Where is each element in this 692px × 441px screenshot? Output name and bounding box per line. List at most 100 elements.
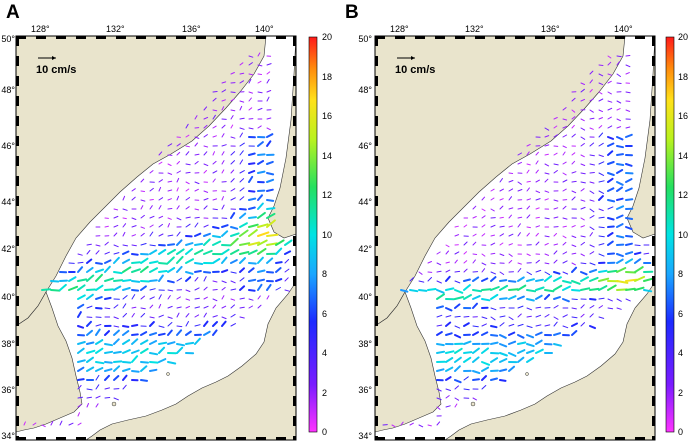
current-arrow bbox=[571, 322, 578, 327]
current-arrow bbox=[221, 169, 225, 174]
current-arrow bbox=[77, 253, 83, 256]
current-arrow bbox=[490, 197, 495, 201]
current-arrow bbox=[625, 242, 633, 246]
current-arrow bbox=[607, 61, 612, 66]
current-arrow bbox=[230, 232, 240, 237]
current-arrow bbox=[436, 421, 441, 426]
panel-a-label: A bbox=[6, 2, 20, 23]
current-arrow bbox=[167, 208, 173, 210]
current-arrow bbox=[580, 143, 585, 147]
current-arrow bbox=[257, 141, 264, 147]
current-arrow bbox=[634, 275, 646, 282]
current-arrow bbox=[499, 368, 508, 372]
current-arrow bbox=[490, 252, 496, 255]
current-arrow bbox=[436, 350, 446, 354]
current-arrow bbox=[239, 196, 245, 201]
current-arrow bbox=[113, 397, 119, 401]
current-arrow bbox=[230, 280, 236, 284]
current-arrow bbox=[212, 151, 215, 156]
current-arrow bbox=[230, 115, 234, 120]
current-arrow bbox=[131, 253, 139, 256]
current-arrow bbox=[643, 277, 654, 282]
current-arrow bbox=[607, 232, 614, 237]
current-arrow bbox=[535, 179, 540, 183]
colorbar-tick-2: 2 bbox=[678, 388, 683, 398]
current-arrow bbox=[535, 269, 542, 273]
current-arrow bbox=[580, 136, 586, 140]
current-arrow bbox=[257, 194, 263, 201]
current-arrow bbox=[221, 248, 230, 255]
current-arrow bbox=[266, 212, 276, 219]
current-arrow bbox=[598, 316, 605, 319]
current-arrow bbox=[517, 232, 521, 237]
current-arrow bbox=[517, 341, 527, 345]
current-arrow bbox=[140, 365, 148, 372]
panel-b-colorbar: 20 18 16 14 12 10 8 6 4 2 0 bbox=[665, 32, 688, 437]
current-arrow bbox=[490, 208, 495, 212]
current-arrow bbox=[472, 356, 480, 363]
current-arrow bbox=[149, 332, 158, 336]
current-arrow bbox=[149, 361, 159, 364]
colorbar-gradient bbox=[308, 36, 318, 433]
panel-a-colorbar: 20 18 16 14 12 10 8 6 4 2 0 bbox=[308, 32, 332, 437]
current-arrow bbox=[239, 257, 246, 264]
lat-tick-48: 48° bbox=[1, 85, 15, 95]
current-arrow bbox=[167, 280, 175, 284]
current-arrow bbox=[562, 179, 568, 183]
colorbar-tick-18: 18 bbox=[678, 72, 688, 82]
current-arrow bbox=[149, 279, 158, 282]
current-arrow bbox=[544, 172, 550, 175]
current-arrow bbox=[517, 295, 525, 300]
current-arrow bbox=[526, 334, 535, 339]
current-arrow bbox=[526, 180, 531, 183]
current-arrow bbox=[526, 205, 531, 210]
current-arrow bbox=[113, 271, 123, 275]
current-arrow bbox=[508, 340, 517, 345]
current-arrow bbox=[131, 217, 137, 220]
current-arrow bbox=[589, 117, 595, 120]
current-arrow bbox=[616, 197, 624, 201]
current-arrow bbox=[544, 217, 550, 220]
current-arrow bbox=[571, 190, 577, 194]
panel-b: 10 cm/s bbox=[374, 35, 656, 441]
current-arrow bbox=[535, 160, 539, 165]
current-arrow bbox=[176, 312, 180, 318]
current-arrow bbox=[598, 297, 605, 300]
current-arrow bbox=[266, 207, 276, 210]
current-arrow bbox=[266, 127, 271, 131]
current-arrow bbox=[625, 109, 631, 112]
current-arrow bbox=[122, 374, 128, 381]
current-arrow bbox=[176, 277, 182, 282]
current-arrow bbox=[185, 145, 190, 148]
current-arrow bbox=[68, 422, 74, 426]
lat-tick-38: 38° bbox=[1, 339, 15, 349]
current-arrow bbox=[454, 251, 460, 255]
colorbar-tick-4: 4 bbox=[678, 348, 683, 358]
current-arrow bbox=[131, 333, 139, 336]
current-arrow bbox=[643, 289, 653, 293]
current-arrow bbox=[625, 298, 631, 302]
current-arrow bbox=[266, 242, 278, 246]
current-arrow bbox=[571, 289, 581, 292]
current-arrow bbox=[248, 216, 257, 219]
current-arrow bbox=[580, 118, 585, 122]
colorbar-tick-0: 0 bbox=[678, 427, 683, 437]
current-arrow bbox=[409, 422, 414, 426]
current-arrow bbox=[508, 172, 514, 174]
current-arrow bbox=[553, 284, 563, 291]
colorbar-tick-12: 12 bbox=[678, 190, 688, 200]
colorbar-tick-10: 10 bbox=[678, 230, 688, 240]
current-arrow bbox=[266, 271, 274, 274]
current-arrow bbox=[221, 320, 227, 327]
current-arrow bbox=[562, 241, 567, 246]
current-arrow bbox=[571, 316, 578, 319]
current-arrow bbox=[131, 338, 139, 345]
current-arrow bbox=[589, 142, 595, 147]
current-arrow bbox=[167, 243, 176, 246]
current-arrow bbox=[544, 289, 555, 293]
current-arrow bbox=[68, 285, 79, 291]
current-arrow bbox=[553, 271, 561, 275]
lat-tick-34: 34° bbox=[358, 431, 372, 441]
current-arrow bbox=[122, 266, 132, 273]
current-arrow bbox=[607, 116, 612, 120]
